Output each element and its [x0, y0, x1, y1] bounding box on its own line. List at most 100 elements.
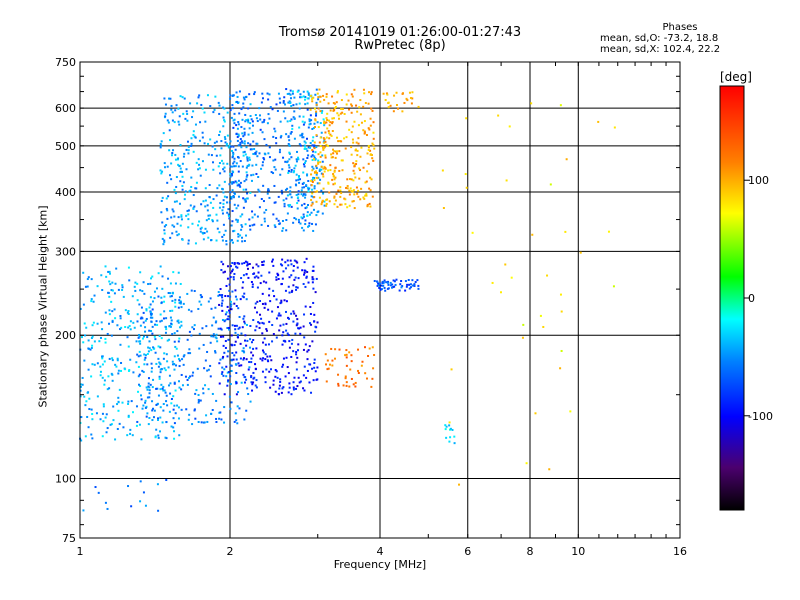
data-point — [306, 90, 309, 93]
data-point — [149, 316, 152, 319]
data-point — [149, 383, 152, 386]
data-point — [313, 366, 316, 369]
data-point — [295, 288, 298, 291]
data-point — [182, 112, 185, 115]
data-point — [215, 154, 218, 157]
data-point — [145, 309, 148, 312]
data-point — [302, 229, 305, 232]
data-point — [333, 195, 336, 198]
data-point — [465, 117, 468, 120]
data-point — [209, 375, 212, 378]
data-point — [409, 283, 412, 286]
data-point — [287, 372, 290, 375]
data-point — [326, 112, 329, 115]
data-point — [128, 324, 131, 327]
data-point — [96, 362, 99, 365]
data-point — [261, 370, 264, 373]
data-point — [290, 170, 293, 173]
data-point — [229, 140, 232, 143]
data-point — [356, 154, 359, 157]
data-point — [263, 138, 266, 141]
data-point — [337, 382, 340, 385]
data-point — [240, 277, 243, 280]
data-point — [265, 328, 268, 331]
data-point — [273, 201, 276, 204]
data-point — [250, 280, 253, 283]
data-point — [176, 404, 179, 407]
data-point — [352, 162, 355, 165]
data-point — [182, 181, 185, 184]
data-point — [199, 174, 202, 177]
data-point — [274, 390, 277, 393]
data-point — [218, 362, 221, 365]
data-point — [170, 108, 173, 111]
data-point — [286, 120, 289, 123]
data-point — [86, 278, 89, 281]
data-point — [241, 213, 244, 216]
data-point — [286, 92, 289, 95]
data-point — [277, 393, 280, 396]
data-point — [315, 101, 318, 104]
data-point — [261, 302, 264, 305]
data-point — [315, 200, 318, 203]
data-point — [237, 204, 240, 207]
data-point — [334, 156, 337, 159]
data-point — [283, 96, 286, 99]
data-point — [226, 355, 229, 358]
data-point — [159, 388, 162, 391]
data-point — [208, 183, 211, 186]
data-point — [218, 303, 221, 306]
data-point — [331, 117, 334, 120]
data-point — [211, 324, 214, 327]
data-point — [226, 277, 229, 280]
data-point — [231, 290, 234, 293]
data-point — [413, 284, 416, 287]
data-point — [223, 170, 226, 173]
data-point — [127, 266, 130, 269]
data-point — [338, 150, 341, 153]
data-point — [367, 144, 370, 147]
data-point — [292, 171, 295, 174]
data-point — [110, 300, 113, 303]
data-point — [214, 148, 217, 151]
data-point — [153, 347, 156, 350]
data-point — [311, 165, 314, 168]
data-point — [362, 88, 365, 91]
data-point — [136, 320, 139, 323]
data-point — [329, 109, 332, 112]
data-point — [448, 421, 451, 424]
data-point — [131, 434, 134, 437]
data-point — [162, 357, 165, 360]
data-point — [272, 379, 275, 382]
data-point — [127, 345, 130, 348]
data-point — [178, 301, 181, 304]
data-point — [255, 172, 258, 175]
data-point — [315, 167, 318, 170]
data-point — [305, 147, 308, 150]
data-point — [222, 344, 225, 347]
data-point — [234, 295, 237, 298]
data-point — [160, 301, 163, 304]
data-point — [174, 412, 177, 415]
data-point — [165, 437, 168, 440]
data-point — [328, 132, 331, 135]
data-point — [324, 131, 327, 134]
data-point — [121, 284, 124, 287]
data-point — [81, 383, 84, 386]
data-point — [352, 179, 355, 182]
data-point — [299, 134, 302, 137]
data-point — [236, 127, 239, 130]
data-point — [231, 165, 234, 168]
colorbar-label: [deg] — [720, 70, 752, 84]
data-point — [133, 285, 136, 288]
data-point — [259, 282, 262, 285]
data-point — [237, 156, 240, 159]
data-point — [144, 401, 147, 404]
data-point — [378, 287, 381, 290]
data-point — [91, 412, 94, 415]
data-point — [225, 196, 228, 199]
data-point — [91, 437, 94, 440]
data-point — [168, 374, 171, 377]
data-point — [149, 312, 152, 315]
data-point — [212, 111, 215, 114]
